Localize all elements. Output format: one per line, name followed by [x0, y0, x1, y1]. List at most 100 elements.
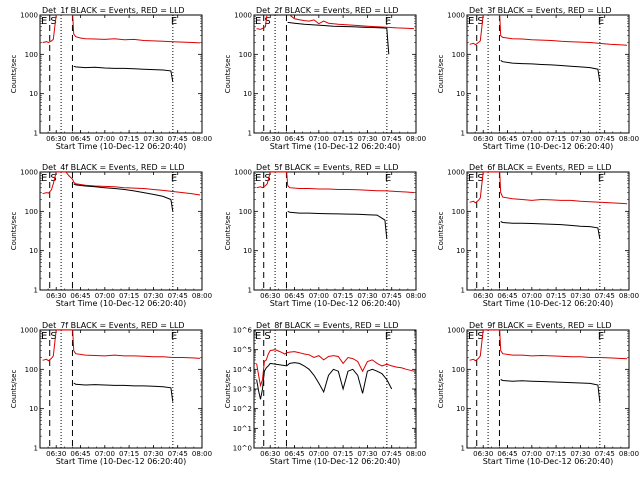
x-tick-label: 07:45: [168, 292, 188, 300]
series-line-events: [500, 59, 601, 82]
y-tick-label: 1: [34, 130, 38, 138]
x-tick-label: 07:00: [95, 450, 115, 458]
panel-det-4: Det_4f BLACK = Events, RED = LLD 06:30 06:…: [10, 163, 212, 308]
series-line-events: [500, 379, 601, 402]
y-axis-label: Counts/sec: [437, 55, 445, 94]
x-tick-label: 07:00: [309, 135, 329, 143]
x-tick-label: 07:15: [546, 135, 566, 143]
y-axis-label: Counts/sec: [10, 370, 18, 409]
x-tick-label: 06:30: [46, 135, 66, 143]
y-tick-label: 1: [461, 130, 465, 138]
x-tick-label: 07:00: [522, 292, 542, 300]
x-tick-label: 06:30: [473, 135, 493, 143]
event-marker-E: E: [598, 16, 604, 27]
x-axis-label: Start Time (10-Dec-12 06:20:40): [270, 457, 401, 466]
x-tick-label: 07:00: [522, 135, 542, 143]
y-axis-label: Counts/sec: [224, 55, 232, 94]
x-tick-label: 07:45: [382, 135, 402, 143]
event-marker-E: E: [385, 173, 391, 184]
panel-title: Det_5f BLACK = Events, RED = LLD: [256, 163, 399, 172]
axes-frame: [39, 14, 203, 134]
panel-det-8: Det_8f BLACK = Events, RED = LLD 06:30 06:…: [224, 321, 426, 466]
y-tick-label: 10^0: [233, 445, 252, 453]
y-tick-label: 10: [29, 247, 38, 255]
panel-title: Det_1f BLACK = Events, RED = LLD: [42, 6, 185, 15]
axes-frame: [466, 329, 630, 449]
x-tick-label: 07:15: [119, 135, 139, 143]
series-group: [469, 172, 628, 239]
y-tick-label: 10: [29, 90, 38, 98]
event-marker-E: E: [171, 16, 177, 27]
x-tick-label: 06:30: [46, 292, 66, 300]
x-tick-label: 06:45: [497, 135, 517, 143]
x-tick-label: 06:45: [70, 450, 90, 458]
x-tick-label: 08:00: [619, 450, 639, 458]
panel-det-5: Det_5f BLACK = Events, RED = LLD 06:30 06:…: [224, 163, 426, 308]
y-tick-label: 10^1: [233, 425, 252, 433]
panel-det-6: Det_6f BLACK = Events, RED = LLD 06:30 06:…: [437, 163, 639, 308]
x-tick-label: 07:00: [309, 292, 329, 300]
x-tick-label: 07:00: [95, 292, 115, 300]
y-tick-label: 100: [452, 51, 465, 59]
panel-title: Det_8f BLACK = Events, RED = LLD: [256, 321, 399, 330]
x-tick-label: 08:00: [619, 135, 639, 143]
event-marker-E: E: [171, 173, 177, 184]
y-tick-label: 100: [25, 366, 38, 374]
series-line-lld: [256, 349, 415, 388]
series-group: [469, 15, 628, 82]
event-marker-E: E: [598, 173, 604, 184]
series-line-events: [500, 221, 601, 239]
series-line-lld: [469, 172, 628, 205]
x-tick-label: 06:45: [284, 135, 304, 143]
panel-title: Det_9f BLACK = Events, RED = LLD: [469, 321, 612, 330]
event-marker-S: S: [264, 16, 270, 27]
event-marker-E: E: [255, 16, 261, 27]
x-tick-label: 07:45: [595, 292, 615, 300]
y-tick-label: 10^6: [233, 327, 253, 335]
y-tick-label: 10: [456, 405, 465, 413]
x-tick-label: 08:00: [406, 292, 426, 300]
series-line-lld: [42, 15, 201, 44]
x-axis-label: Start Time (10-Dec-12 06:20:40): [483, 299, 614, 308]
y-tick-label: 10^5: [233, 346, 252, 354]
y-tick-label: 1000: [20, 12, 38, 20]
series-line-lld: [469, 15, 628, 46]
panel-det-7: Det_7f BLACK = Events, RED = LLD 06:30 06:…: [10, 321, 212, 466]
x-tick-label: 06:30: [260, 450, 280, 458]
event-marker-E: E: [598, 331, 604, 342]
x-tick-label: 08:00: [406, 135, 426, 143]
x-tick-label: 07:45: [382, 450, 402, 458]
event-marker-E: E: [41, 173, 47, 184]
series-line-events: [287, 21, 390, 55]
x-tick-label: 08:00: [619, 292, 639, 300]
x-tick-label: 06:45: [284, 292, 304, 300]
y-tick-label: 10: [243, 90, 252, 98]
event-marker-S: S: [264, 173, 270, 184]
series-group: [469, 330, 628, 402]
event-marker-E: E: [41, 16, 47, 27]
x-tick-label: 07:30: [570, 292, 590, 300]
series-group: [256, 15, 415, 55]
y-tick-label: 1: [34, 445, 38, 453]
x-tick-label: 08:00: [406, 450, 426, 458]
x-tick-label: 07:15: [119, 292, 139, 300]
axes-frame: [39, 171, 203, 291]
series-group: [42, 172, 201, 212]
event-marker-E: E: [385, 16, 391, 27]
y-tick-label: 10^3: [233, 386, 252, 394]
series-line-lld: [42, 172, 201, 196]
y-tick-label: 1000: [447, 169, 465, 177]
event-marker-E: E: [41, 331, 47, 342]
series-line-lld: [256, 15, 415, 30]
event-marker-S: S: [50, 16, 56, 27]
x-axis-label: Start Time (10-Dec-12 06:20:40): [270, 299, 401, 308]
series-line-events: [73, 382, 174, 402]
x-tick-label: 08:00: [192, 450, 212, 458]
y-tick-label: 1: [461, 445, 465, 453]
event-marker-E: E: [171, 331, 177, 342]
y-tick-label: 100: [452, 208, 465, 216]
event-marker-E: E: [468, 173, 474, 184]
x-tick-label: 06:45: [70, 292, 90, 300]
x-tick-label: 07:30: [143, 135, 163, 143]
y-axis-label: Counts/sec: [10, 55, 18, 94]
